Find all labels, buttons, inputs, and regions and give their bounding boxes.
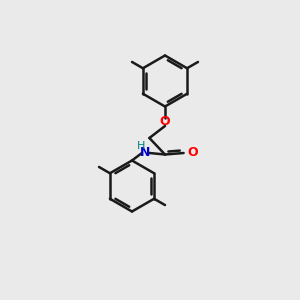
Text: O: O <box>188 146 198 160</box>
Text: O: O <box>160 115 170 128</box>
Text: H: H <box>136 141 145 152</box>
Text: N: N <box>140 146 151 160</box>
